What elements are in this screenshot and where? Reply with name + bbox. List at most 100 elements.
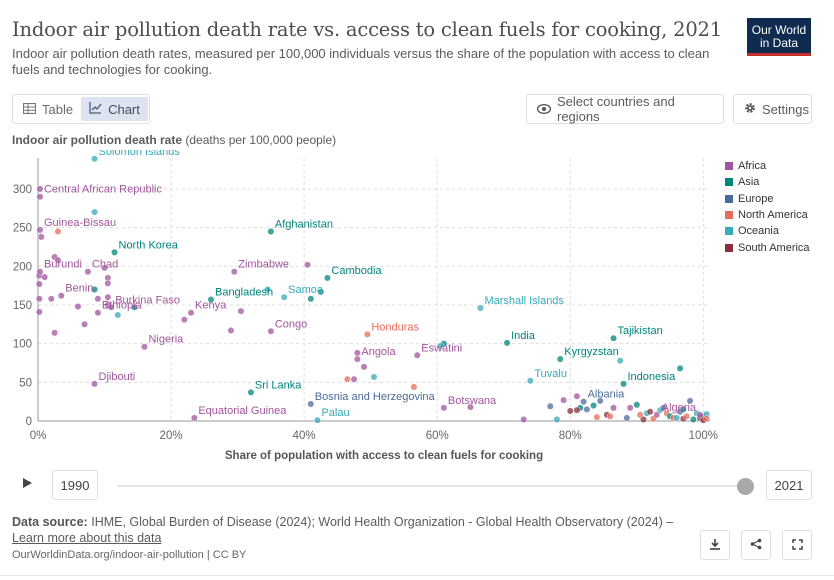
x-axis-label: Share of population with access to clean… [225, 450, 543, 462]
point-label: Central African Republic [44, 184, 163, 196]
y-tick-label: 300 [13, 184, 32, 196]
point-label: Bangladesh [215, 287, 273, 299]
point-label: Equatorial Guinea [198, 405, 287, 417]
data-point [573, 392, 581, 400]
x-tick-label: 40% [293, 430, 316, 442]
data-point [107, 303, 115, 311]
legend-swatch [725, 227, 733, 236]
point-label: Palau [321, 407, 349, 419]
point-label: Algeria [662, 402, 697, 414]
gear-icon [744, 102, 756, 117]
data-point [101, 264, 108, 272]
tab-chart-label: Chart [108, 101, 140, 117]
legend-item[interactable]: Africa [725, 158, 810, 174]
data-point [84, 268, 92, 276]
y-axis-label-bold: Indoor air pollution death rate [12, 133, 183, 147]
data-point [307, 295, 315, 303]
data-point [683, 412, 691, 420]
data-point [583, 405, 591, 413]
data-point [111, 248, 118, 256]
page-title: Indoor air pollution death rate vs. acce… [12, 18, 722, 41]
point-label: India [511, 330, 536, 342]
download-icon [709, 538, 721, 553]
legend-item[interactable]: Europe [725, 191, 810, 207]
data-point [267, 327, 275, 335]
divider [0, 575, 834, 576]
data-point [94, 309, 102, 317]
data-point [350, 375, 358, 383]
data-point [467, 403, 474, 411]
point-label: Solomon Islands [99, 150, 181, 158]
data-point [54, 256, 62, 264]
legend-label: Asia [738, 176, 760, 189]
data-point [47, 295, 55, 303]
data-point [104, 293, 112, 301]
data-point [360, 363, 368, 371]
tab-table[interactable]: Table [15, 97, 81, 121]
data-point [187, 309, 195, 317]
y-axis-label: Indoor air pollution death rate (deaths … [12, 133, 336, 147]
data-point [363, 330, 371, 338]
source-note: Data source: IHME, Global Burden of Dise… [12, 514, 702, 546]
data-point [610, 334, 617, 342]
timeline-handle[interactable] [737, 478, 754, 495]
data-point [686, 397, 694, 405]
end-year[interactable]: 2021 [766, 470, 812, 500]
y-tick-label: 150 [13, 300, 32, 312]
data-point [573, 406, 581, 414]
select-countries-button[interactable]: Select countries and regions [526, 94, 724, 124]
y-tick-label: 0 [26, 416, 32, 428]
legend: Africa Asia Europe North America Oceania Sout… [725, 158, 810, 256]
data-point [673, 414, 681, 422]
data-point [141, 343, 148, 351]
data-point [41, 273, 49, 281]
settings-button[interactable]: Settings [733, 94, 812, 124]
data-point [593, 413, 601, 421]
point-label: Indonesia [628, 371, 677, 383]
point-label: Honduras [371, 321, 419, 333]
data-point [131, 303, 138, 311]
data-point [646, 408, 654, 416]
play-icon [22, 476, 33, 494]
legend-label: South America [738, 241, 810, 254]
data-point [36, 193, 44, 201]
legend-item[interactable]: North America [725, 207, 810, 223]
data-point [91, 380, 98, 388]
play-button[interactable] [12, 470, 42, 500]
y-axis-label-unit: (deaths per 100,000 people) [185, 133, 337, 147]
legend-item[interactable]: Asia [725, 174, 810, 190]
data-point [247, 388, 255, 396]
data-point [314, 416, 321, 424]
legend-item[interactable]: South America [725, 239, 810, 255]
data-point [190, 414, 198, 422]
point-label: Burkina Faso [115, 294, 180, 306]
scatter-chart: 0 50 100 150 200 250 300 0% 20% 40% 60% 80% 100% Shar… [13, 150, 718, 462]
url-line[interactable]: OurWorldinData.org/indoor-air-pollution … [12, 549, 247, 561]
eye-icon [536, 102, 552, 117]
data-point [51, 329, 59, 337]
data-point [230, 268, 238, 276]
data-point [590, 402, 597, 409]
data-point [626, 404, 634, 412]
data-point [566, 407, 574, 415]
legend-item[interactable]: Oceania [725, 223, 810, 239]
x-tick-label: 60% [426, 430, 449, 442]
data-point [679, 405, 687, 413]
owid-logo[interactable]: Our World in Data [747, 18, 811, 56]
data-point [353, 355, 361, 363]
fullscreen-button[interactable] [782, 530, 812, 560]
data-point [36, 268, 44, 276]
learn-more-link[interactable]: Learn more about this data [12, 531, 162, 545]
share-icon [750, 538, 762, 553]
share-button[interactable] [741, 530, 771, 560]
point-label: North Korea [119, 239, 179, 251]
download-button[interactable] [700, 530, 730, 560]
timeline-track[interactable] [118, 485, 746, 487]
start-year[interactable]: 1990 [52, 470, 98, 500]
tab-chart[interactable]: Chart [81, 97, 148, 121]
data-point [520, 416, 528, 423]
data-point [623, 414, 631, 422]
data-point [94, 295, 102, 303]
data-point [353, 349, 361, 357]
data-point [207, 296, 215, 303]
